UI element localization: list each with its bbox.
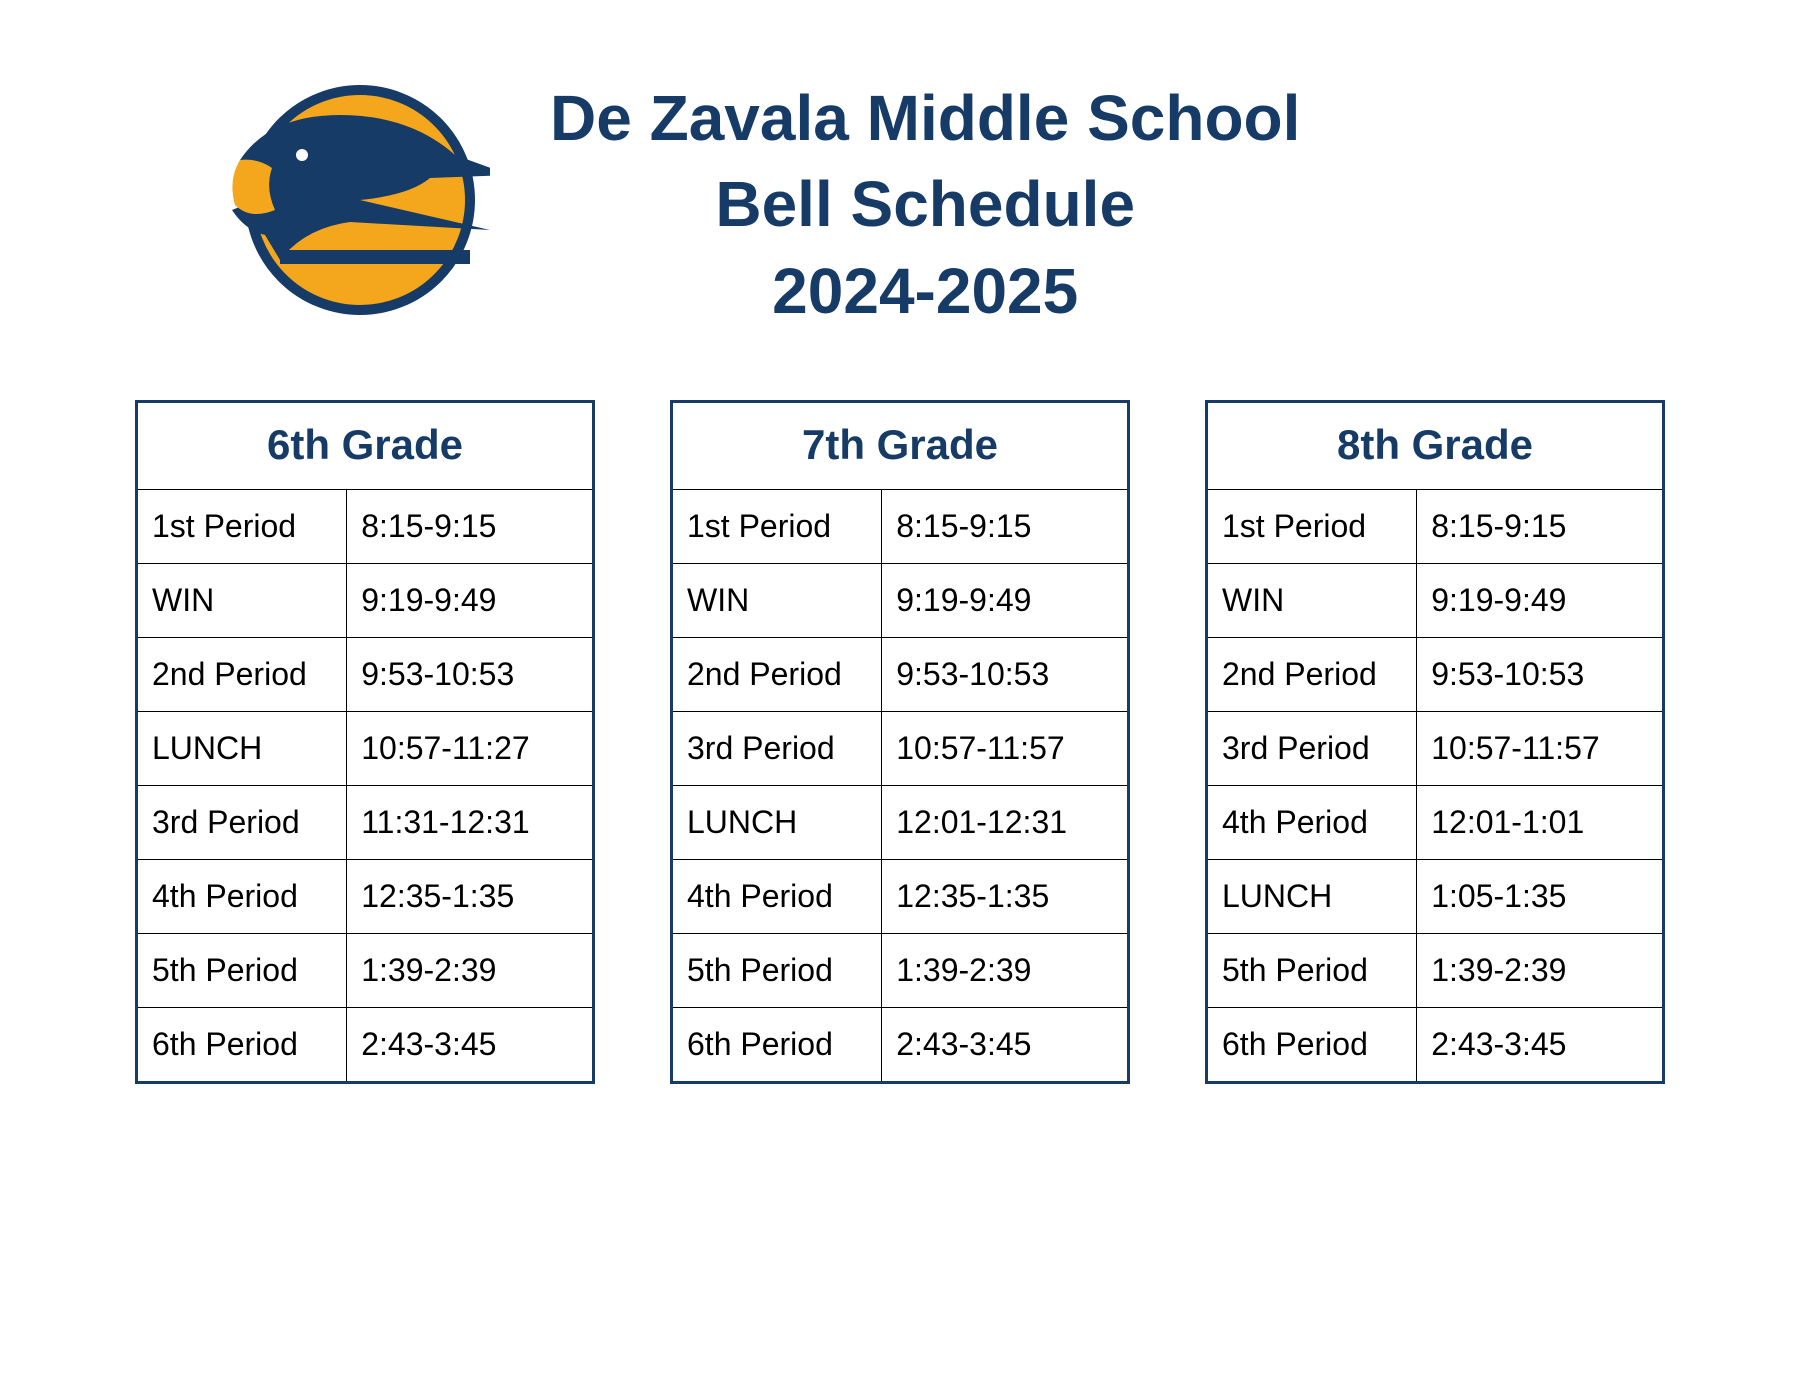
period-cell: 4th Period	[137, 860, 347, 934]
table-row: 1st Period8:15-9:15	[672, 490, 1129, 564]
period-cell: 1st Period	[1207, 490, 1417, 564]
time-cell: 11:31-12:31	[347, 786, 594, 860]
eagle-logo-icon	[210, 60, 490, 340]
period-cell: 6th Period	[1207, 1008, 1417, 1083]
period-cell: 1st Period	[672, 490, 882, 564]
table-row: 4th Period12:35-1:35	[672, 860, 1129, 934]
title-line-2: Bell Schedule	[550, 161, 1300, 247]
table-row: 4th Period12:35-1:35	[137, 860, 594, 934]
schedule-7th: 7th Grade 1st Period8:15-9:15 WIN9:19-9:…	[670, 400, 1130, 1084]
title-block: De Zavala Middle School Bell Schedule 20…	[550, 60, 1300, 334]
period-cell: 2nd Period	[672, 638, 882, 712]
schedule-heading: 6th Grade	[137, 402, 594, 490]
period-cell: 1st Period	[137, 490, 347, 564]
time-cell: 2:43-3:45	[1417, 1008, 1664, 1083]
table-row: LUNCH12:01-12:31	[672, 786, 1129, 860]
table-row: 5th Period1:39-2:39	[672, 934, 1129, 1008]
table-row: 1st Period8:15-9:15	[137, 490, 594, 564]
time-cell: 9:19-9:49	[347, 564, 594, 638]
table-row: 2nd Period9:53-10:53	[672, 638, 1129, 712]
time-cell: 10:57-11:27	[347, 712, 594, 786]
period-cell: LUNCH	[672, 786, 882, 860]
table-row: 2nd Period9:53-10:53	[137, 638, 594, 712]
time-cell: 9:53-10:53	[882, 638, 1129, 712]
time-cell: 10:57-11:57	[1417, 712, 1664, 786]
period-cell: WIN	[137, 564, 347, 638]
time-cell: 2:43-3:45	[347, 1008, 594, 1083]
time-cell: 9:19-9:49	[882, 564, 1129, 638]
table-row: WIN9:19-9:49	[137, 564, 594, 638]
time-cell: 2:43-3:45	[882, 1008, 1129, 1083]
table-row: 4th Period12:01-1:01	[1207, 786, 1664, 860]
schedule-heading: 8th Grade	[1207, 402, 1664, 490]
period-cell: 5th Period	[137, 934, 347, 1008]
period-cell: LUNCH	[137, 712, 347, 786]
time-cell: 1:39-2:39	[347, 934, 594, 1008]
schedule-8th: 8th Grade 1st Period8:15-9:15 WIN9:19-9:…	[1205, 400, 1665, 1084]
time-cell: 8:15-9:15	[1417, 490, 1664, 564]
period-cell: 3rd Period	[137, 786, 347, 860]
table-row: 5th Period1:39-2:39	[137, 934, 594, 1008]
period-cell: 2nd Period	[1207, 638, 1417, 712]
period-cell: 6th Period	[137, 1008, 347, 1083]
table-row: LUNCH1:05-1:35	[1207, 860, 1664, 934]
time-cell: 1:05-1:35	[1417, 860, 1664, 934]
time-cell: 1:39-2:39	[1417, 934, 1664, 1008]
period-cell: WIN	[1207, 564, 1417, 638]
table-row: 3rd Period11:31-12:31	[137, 786, 594, 860]
table-row: 6th Period2:43-3:45	[137, 1008, 594, 1083]
table-row: LUNCH10:57-11:27	[137, 712, 594, 786]
time-cell: 12:01-1:01	[1417, 786, 1664, 860]
period-cell: 4th Period	[1207, 786, 1417, 860]
period-cell: 3rd Period	[672, 712, 882, 786]
period-cell: 5th Period	[1207, 934, 1417, 1008]
table-row: 3rd Period10:57-11:57	[672, 712, 1129, 786]
period-cell: 3rd Period	[1207, 712, 1417, 786]
period-cell: 6th Period	[672, 1008, 882, 1083]
period-cell: 2nd Period	[137, 638, 347, 712]
table-row: 6th Period2:43-3:45	[672, 1008, 1129, 1083]
table-row: 2nd Period9:53-10:53	[1207, 638, 1664, 712]
time-cell: 10:57-11:57	[882, 712, 1129, 786]
table-row: 5th Period1:39-2:39	[1207, 934, 1664, 1008]
title-line-3: 2024-2025	[550, 248, 1300, 334]
table-row: 6th Period2:43-3:45	[1207, 1008, 1664, 1083]
time-cell: 12:35-1:35	[882, 860, 1129, 934]
period-cell: WIN	[672, 564, 882, 638]
time-cell: 8:15-9:15	[882, 490, 1129, 564]
time-cell: 8:15-9:15	[347, 490, 594, 564]
schedule-heading: 7th Grade	[672, 402, 1129, 490]
period-cell: LUNCH	[1207, 860, 1417, 934]
table-row: 1st Period8:15-9:15	[1207, 490, 1664, 564]
period-cell: 4th Period	[672, 860, 882, 934]
table-row: 3rd Period10:57-11:57	[1207, 712, 1664, 786]
title-line-1: De Zavala Middle School	[550, 75, 1300, 161]
time-cell: 9:19-9:49	[1417, 564, 1664, 638]
time-cell: 12:01-12:31	[882, 786, 1129, 860]
time-cell: 12:35-1:35	[347, 860, 594, 934]
header: De Zavala Middle School Bell Schedule 20…	[0, 0, 1800, 340]
period-cell: 5th Period	[672, 934, 882, 1008]
schedule-6th: 6th Grade 1st Period8:15-9:15 WIN9:19-9:…	[135, 400, 595, 1084]
table-row: WIN9:19-9:49	[1207, 564, 1664, 638]
schedule-tables: 6th Grade 1st Period8:15-9:15 WIN9:19-9:…	[0, 340, 1800, 1084]
time-cell: 9:53-10:53	[347, 638, 594, 712]
time-cell: 9:53-10:53	[1417, 638, 1664, 712]
table-row: WIN9:19-9:49	[672, 564, 1129, 638]
time-cell: 1:39-2:39	[882, 934, 1129, 1008]
